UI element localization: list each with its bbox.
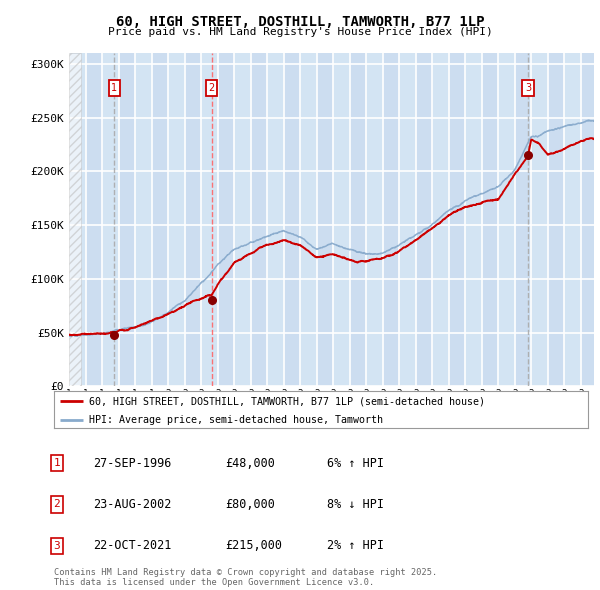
Text: 60, HIGH STREET, DOSTHILL, TAMWORTH, B77 1LP (semi-detached house): 60, HIGH STREET, DOSTHILL, TAMWORTH, B77… [89,396,485,407]
Bar [564,53,581,386]
Bar [135,53,152,386]
Text: Contains HM Land Registry data © Crown copyright and database right 2025.
This d: Contains HM Land Registry data © Crown c… [54,568,437,587]
Text: £48,000: £48,000 [225,457,275,470]
Text: HPI: Average price, semi-detached house, Tamworth: HPI: Average price, semi-detached house,… [89,415,383,425]
Text: 3: 3 [53,541,61,550]
Text: 22-OCT-2021: 22-OCT-2021 [93,539,172,552]
Text: Price paid vs. HM Land Registry's House Price Index (HPI): Price paid vs. HM Land Registry's House … [107,27,493,37]
Bar [300,53,317,386]
Bar [168,53,185,386]
Text: £215,000: £215,000 [225,539,282,552]
Bar [201,53,218,386]
Bar [333,53,350,386]
Text: 6% ↑ HPI: 6% ↑ HPI [327,457,384,470]
Text: 2: 2 [209,83,215,93]
Bar [102,53,119,386]
Text: 27-SEP-1996: 27-SEP-1996 [93,457,172,470]
Bar [531,53,548,386]
Bar [267,53,284,386]
Bar [69,53,82,386]
Text: 2% ↑ HPI: 2% ↑ HPI [327,539,384,552]
Bar [69,53,86,386]
Bar [432,53,449,386]
Bar [234,53,251,386]
Text: 23-AUG-2002: 23-AUG-2002 [93,498,172,511]
Text: 2: 2 [53,500,61,509]
Bar [366,53,383,386]
Text: 1: 1 [112,83,118,93]
Text: £80,000: £80,000 [225,498,275,511]
Bar [465,53,482,386]
Text: 3: 3 [525,83,531,93]
Text: 1: 1 [53,458,61,468]
Text: 60, HIGH STREET, DOSTHILL, TAMWORTH, B77 1LP: 60, HIGH STREET, DOSTHILL, TAMWORTH, B77… [116,15,484,29]
Bar [399,53,416,386]
Bar [498,53,515,386]
Text: 8% ↓ HPI: 8% ↓ HPI [327,498,384,511]
